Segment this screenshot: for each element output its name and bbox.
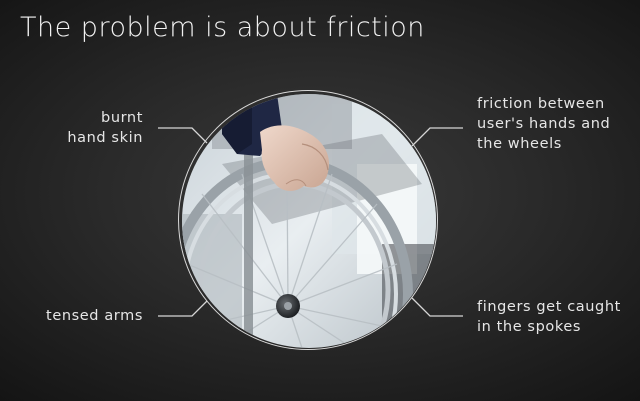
connector-tensed-arms: [158, 300, 208, 317]
callout-line: tensed arms: [46, 308, 143, 324]
callout-line: burnt: [101, 110, 143, 126]
callout-burnt-hand-skin: burnt hand skin: [67, 108, 143, 148]
callout-friction-hands-wheels: friction between user's hands and the wh…: [477, 94, 610, 154]
callout-line: user's hands and: [477, 116, 611, 132]
callout-line: the wheels: [477, 136, 562, 152]
photo-frame-ring: [178, 90, 438, 350]
callout-tensed-arms: tensed arms: [46, 306, 143, 326]
connector-burnt-hand-skin: [158, 127, 208, 144]
callout-line: hand skin: [67, 130, 143, 146]
callout-line: friction between: [477, 96, 605, 112]
callout-fingers-caught: fingers get caught in the spokes: [477, 297, 621, 337]
callout-line: in the spokes: [477, 319, 582, 335]
callout-line: fingers get caught: [477, 299, 621, 315]
slide-title: The problem is about friction: [20, 12, 425, 43]
connector-friction-hands-wheels: [411, 127, 463, 147]
connector-fingers-caught: [411, 297, 463, 317]
